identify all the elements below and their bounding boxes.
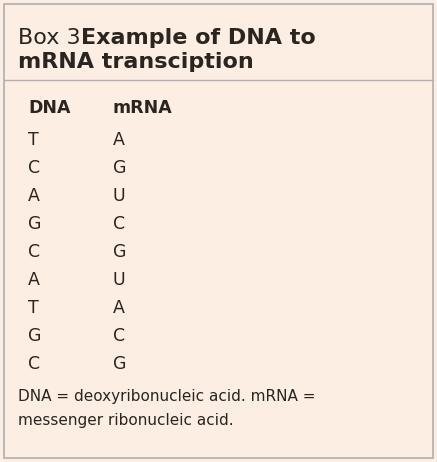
Text: mRNA: mRNA bbox=[113, 99, 173, 117]
Text: Box 3.: Box 3. bbox=[18, 28, 95, 48]
Text: C: C bbox=[28, 159, 40, 177]
Text: Example of DNA to: Example of DNA to bbox=[81, 28, 316, 48]
Text: G: G bbox=[28, 215, 42, 233]
Text: T: T bbox=[28, 131, 39, 149]
Text: T: T bbox=[28, 299, 39, 317]
Text: G: G bbox=[28, 327, 42, 345]
Text: A: A bbox=[113, 299, 125, 317]
Text: C: C bbox=[113, 215, 125, 233]
Text: C: C bbox=[28, 243, 40, 261]
Text: DNA: DNA bbox=[28, 99, 70, 117]
Text: C: C bbox=[28, 355, 40, 373]
Text: A: A bbox=[113, 131, 125, 149]
Text: A: A bbox=[28, 187, 40, 205]
Text: messenger ribonucleic acid.: messenger ribonucleic acid. bbox=[18, 413, 234, 427]
Text: G: G bbox=[113, 159, 126, 177]
Text: C: C bbox=[113, 327, 125, 345]
Text: U: U bbox=[113, 271, 125, 289]
Text: G: G bbox=[113, 243, 126, 261]
Text: DNA = deoxyribonucleic acid. mRNA =: DNA = deoxyribonucleic acid. mRNA = bbox=[18, 389, 316, 405]
Text: U: U bbox=[113, 187, 125, 205]
Text: A: A bbox=[28, 271, 40, 289]
Text: G: G bbox=[113, 355, 126, 373]
Text: mRNA transciption: mRNA transciption bbox=[18, 52, 254, 72]
